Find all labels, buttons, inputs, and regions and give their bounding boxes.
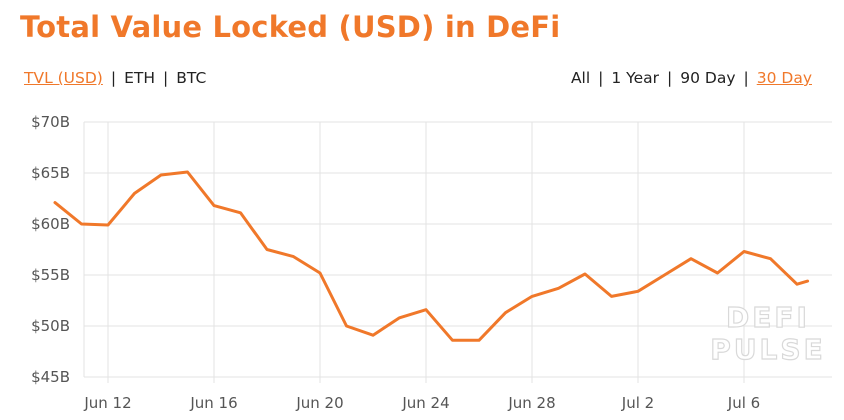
watermark-line-2: PULSE: [710, 333, 825, 366]
separator: |: [110, 69, 117, 87]
data-point[interactable]: [632, 285, 644, 297]
separator: |: [667, 69, 673, 87]
data-point[interactable]: [685, 253, 697, 265]
y-tick-label: $60B: [31, 215, 70, 233]
y-tick-label: $45B: [31, 368, 70, 386]
data-point[interactable]: [712, 267, 724, 279]
metric-toggle-group: TVL (USD) | ETH | BTC: [24, 69, 206, 87]
y-tick-label: $70B: [31, 113, 70, 131]
y-tick-label: $65B: [31, 164, 70, 182]
data-point[interactable]: [553, 282, 565, 294]
y-tick-label: $50B: [31, 317, 70, 335]
data-point[interactable]: [341, 320, 353, 332]
range-toggle-group: All | 1 Year | 90 Day | 30 Day: [571, 69, 812, 87]
data-point[interactable]: [102, 219, 114, 231]
range-90-day[interactable]: 90 Day: [680, 69, 736, 87]
data-point[interactable]: [182, 166, 194, 178]
axes: $45B $50B $55B $60B $65B $70B Jun 12 Jun 16 Jun …: [31, 113, 760, 412]
series-layer: [49, 166, 814, 346]
toggle-tvl-usd[interactable]: TVL (USD): [24, 69, 103, 87]
data-point[interactable]: [208, 200, 220, 212]
range-1-year[interactable]: 1 Year: [611, 69, 659, 87]
range-30-day[interactable]: 30 Day: [756, 69, 812, 87]
range-all[interactable]: All: [570, 69, 591, 87]
data-point[interactable]: [500, 307, 512, 319]
data-point[interactable]: [49, 197, 61, 209]
watermark: DEFI PULSE: [710, 300, 825, 366]
data-point[interactable]: [288, 251, 300, 263]
data-point[interactable]: [261, 244, 273, 256]
data-point[interactable]: [155, 169, 167, 181]
separator: |: [163, 69, 169, 87]
separator: |: [743, 69, 749, 87]
data-point[interactable]: [76, 218, 88, 230]
data-point[interactable]: [802, 275, 814, 287]
series-line: [53, 170, 810, 342]
x-tick-label: Jul 6: [727, 394, 760, 412]
data-point[interactable]: [314, 267, 326, 279]
watermark-line-1: DEFI: [726, 301, 810, 334]
x-tick-label: Jun 12: [83, 394, 131, 412]
x-tick-label: Jun 28: [507, 394, 555, 412]
x-tick-label: Jun 16: [189, 394, 237, 412]
page-title: Total Value Locked (USD) in DeFi: [20, 10, 561, 44]
data-point[interactable]: [129, 187, 141, 199]
y-tick-label: $55B: [31, 266, 70, 284]
toggle-eth[interactable]: ETH: [124, 69, 156, 87]
toggle-btc[interactable]: BTC: [176, 69, 207, 87]
data-point[interactable]: [659, 269, 671, 281]
grid: [83, 121, 832, 383]
data-point[interactable]: [367, 329, 379, 341]
data-point[interactable]: [473, 334, 485, 346]
data-point[interactable]: [447, 334, 459, 346]
data-point[interactable]: [738, 246, 750, 258]
x-tick-label: Jun 20: [295, 394, 343, 412]
data-point[interactable]: [606, 290, 618, 302]
data-point[interactable]: [765, 253, 777, 265]
data-point[interactable]: [526, 290, 538, 302]
data-point[interactable]: [235, 207, 247, 219]
data-point[interactable]: [579, 268, 591, 280]
separator: |: [598, 69, 604, 87]
data-point[interactable]: [420, 304, 432, 316]
data-point[interactable]: [394, 312, 406, 324]
x-tick-label: Jun 24: [401, 394, 449, 412]
data-point[interactable]: [791, 278, 803, 290]
x-tick-label: Jul 2: [621, 394, 654, 412]
